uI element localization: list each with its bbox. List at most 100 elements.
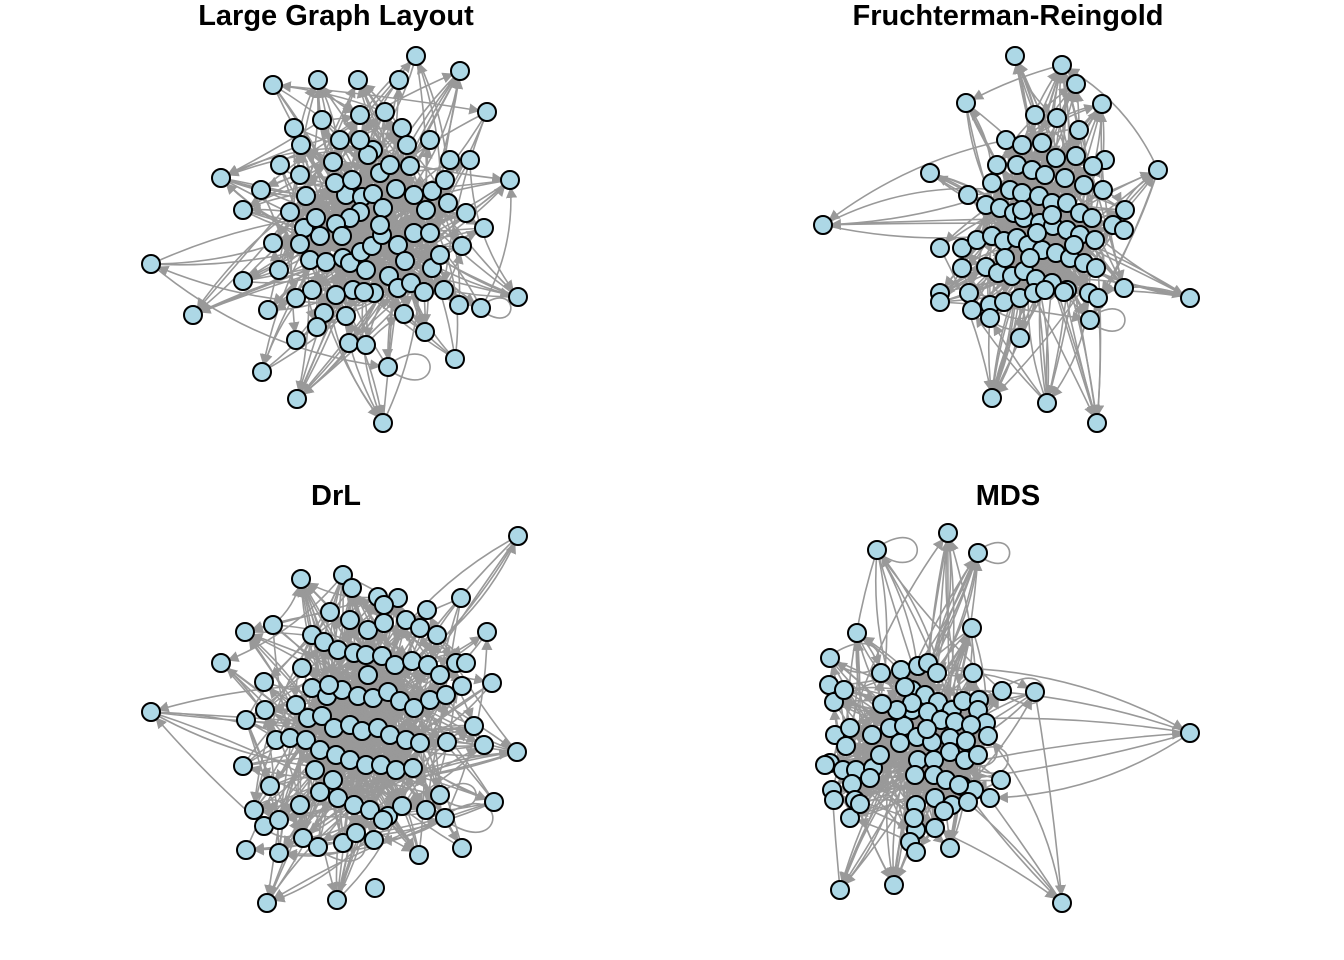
edge: [335, 730, 363, 901]
node: [290, 234, 310, 254]
edge: [849, 532, 949, 729]
node: [352, 721, 372, 741]
node: [940, 838, 960, 858]
node: [263, 615, 283, 635]
node: [326, 285, 346, 305]
node: [306, 208, 326, 228]
node: [456, 653, 476, 673]
node: [235, 622, 255, 642]
node: [404, 185, 424, 205]
self-loop: [970, 746, 1009, 774]
edge: [415, 55, 442, 269]
node: [905, 765, 925, 785]
edge: [192, 55, 417, 316]
node: [254, 672, 274, 692]
node: [963, 663, 983, 683]
node: [323, 770, 343, 790]
node: [269, 260, 289, 280]
node: [1046, 148, 1066, 168]
node: [296, 186, 316, 206]
node: [456, 203, 476, 223]
node: [920, 163, 940, 183]
node: [324, 718, 344, 738]
nodes: [813, 46, 1200, 433]
node: [293, 828, 313, 848]
node: [291, 569, 311, 589]
node: [840, 718, 860, 738]
node: [141, 254, 161, 274]
node: [891, 660, 911, 680]
node: [830, 880, 850, 900]
node: [824, 790, 844, 810]
edge: [150, 207, 361, 265]
node: [445, 349, 465, 369]
node: [312, 110, 332, 130]
node: [500, 170, 520, 190]
node: [482, 673, 502, 693]
edge: [822, 139, 1007, 226]
node: [968, 543, 988, 563]
node: [386, 760, 406, 780]
node: [906, 842, 926, 862]
node: [1148, 160, 1168, 180]
node: [962, 618, 982, 638]
node: [332, 226, 352, 246]
node: [350, 105, 370, 125]
node: [211, 653, 231, 673]
node: [320, 602, 340, 622]
node: [364, 830, 384, 850]
node: [449, 295, 469, 315]
self-loop: [445, 782, 477, 808]
node: [211, 168, 231, 188]
node: [959, 283, 979, 303]
node: [982, 388, 1002, 408]
node: [420, 223, 440, 243]
node: [416, 200, 436, 220]
node: [263, 233, 283, 253]
node: [871, 663, 891, 683]
edge: [220, 574, 344, 664]
node: [930, 238, 950, 258]
node: [436, 685, 456, 705]
panel-mds: MDS: [672, 480, 1344, 960]
node: [847, 623, 867, 643]
network-graph: [815, 523, 1200, 913]
node: [1025, 682, 1045, 702]
node: [1057, 193, 1077, 213]
node: [995, 248, 1015, 268]
node: [1032, 133, 1052, 153]
node: [1085, 230, 1105, 250]
network-graph: [141, 46, 528, 433]
node: [934, 801, 954, 821]
node: [451, 588, 471, 608]
node: [1047, 108, 1067, 128]
node: [434, 280, 454, 300]
node: [310, 782, 330, 802]
nodes: [815, 523, 1200, 913]
node: [325, 173, 345, 193]
node: [834, 680, 854, 700]
node: [346, 823, 366, 843]
node: [452, 676, 472, 696]
node: [358, 665, 378, 685]
node: [930, 292, 950, 312]
node: [284, 118, 304, 138]
node: [233, 271, 253, 291]
node: [962, 300, 982, 320]
node: [1180, 288, 1200, 308]
edges: [824, 532, 1191, 904]
node: [287, 389, 307, 409]
node: [464, 716, 484, 736]
node: [348, 70, 368, 90]
network-graph: [813, 46, 1200, 433]
node: [1027, 223, 1047, 243]
node: [437, 732, 457, 752]
node: [403, 758, 423, 778]
node: [330, 130, 350, 150]
node: [410, 618, 430, 638]
node: [1092, 94, 1112, 114]
node: [350, 130, 370, 150]
node: [233, 756, 253, 776]
node: [1012, 200, 1032, 220]
node: [477, 102, 497, 122]
